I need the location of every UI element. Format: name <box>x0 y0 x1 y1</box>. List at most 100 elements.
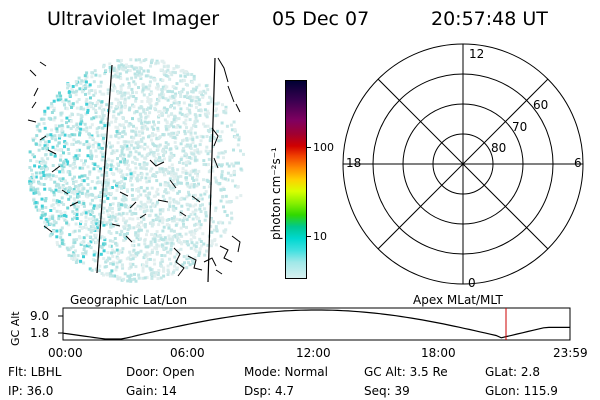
emission-pixel <box>146 69 150 73</box>
emission-pixel <box>189 170 193 174</box>
emission-pixel <box>208 95 212 99</box>
emission-pixel <box>82 236 86 240</box>
emission-pixel <box>90 102 94 106</box>
emission-pixel <box>108 218 112 222</box>
emission-pixel <box>109 232 113 235</box>
emission-pixel <box>60 214 64 218</box>
emission-pixel <box>30 176 34 180</box>
emission-pixel <box>188 96 192 100</box>
emission-pixel <box>198 113 202 117</box>
emission-pixel <box>121 211 125 215</box>
emission-pixel <box>104 187 108 191</box>
emission-pixel <box>156 152 160 156</box>
emission-pixel <box>170 217 174 220</box>
emission-pixel <box>191 210 195 214</box>
emission-pixel <box>197 109 201 112</box>
emission-pixel <box>90 157 93 161</box>
emission-pixel <box>172 270 175 274</box>
emission-pixel <box>200 92 203 96</box>
emission-pixel <box>139 67 143 71</box>
emission-pixel <box>182 224 185 228</box>
emission-pixel <box>79 259 83 263</box>
emission-pixel <box>52 99 56 103</box>
emission-pixel <box>158 156 162 160</box>
emission-pixel <box>84 100 88 104</box>
emission-pixel <box>158 219 162 223</box>
emission-pixel <box>121 147 125 151</box>
emission-pixel <box>211 144 215 148</box>
emission-pixel <box>44 206 48 209</box>
emission-pixel <box>189 133 193 137</box>
emission-pixel <box>71 166 75 170</box>
emission-pixel <box>65 246 69 250</box>
emission-pixel <box>120 250 124 254</box>
emission-speckles <box>28 58 245 283</box>
emission-pixel <box>74 93 78 97</box>
emission-pixel <box>181 87 185 91</box>
emission-pixel <box>184 144 188 148</box>
emission-pixel <box>212 159 216 163</box>
emission-pixel <box>100 173 104 177</box>
emission-pixel <box>58 124 61 128</box>
emission-pixel <box>187 190 190 194</box>
emission-pixel <box>199 223 203 227</box>
emission-pixel <box>168 196 172 200</box>
emission-pixel <box>65 181 69 185</box>
emission-pixel <box>60 242 64 245</box>
emission-pixel <box>61 170 65 174</box>
emission-pixel <box>214 107 218 111</box>
emission-pixel <box>73 175 76 179</box>
emission-pixel <box>132 95 136 98</box>
emission-pixel <box>108 109 111 113</box>
emission-pixel <box>133 170 136 174</box>
emission-pixel <box>138 58 141 62</box>
emission-pixel <box>95 181 99 185</box>
emission-pixel <box>101 133 105 137</box>
emission-pixel <box>151 152 155 156</box>
emission-pixel <box>45 168 49 172</box>
emission-pixel <box>174 92 178 96</box>
emission-pixel <box>161 218 165 222</box>
emission-pixel <box>121 157 125 161</box>
emission-pixel <box>87 91 91 95</box>
emission-pixel <box>177 101 181 104</box>
emission-pixel <box>93 259 97 263</box>
emission-pixel <box>183 132 187 136</box>
emission-pixel <box>75 157 79 161</box>
emission-pixel <box>195 158 199 162</box>
emission-pixel <box>85 97 89 101</box>
emission-pixel <box>75 106 79 110</box>
emission-pixel <box>178 161 181 164</box>
emission-pixel <box>129 58 133 62</box>
emission-pixel <box>156 215 160 219</box>
emission-pixel <box>149 61 153 65</box>
emission-pixel <box>132 124 135 128</box>
emission-pixel <box>166 264 170 268</box>
emission-pixel <box>149 148 152 152</box>
emission-pixel <box>86 108 90 112</box>
emission-pixel <box>168 200 172 204</box>
emission-pixel <box>97 229 101 233</box>
emission-pixel <box>34 175 38 179</box>
emission-pixel <box>54 184 58 188</box>
emission-pixel <box>159 68 163 72</box>
emission-pixel <box>134 279 138 283</box>
emission-pixel <box>128 217 132 221</box>
emission-pixel <box>202 178 205 182</box>
emission-pixel <box>121 247 125 251</box>
emission-pixel <box>82 261 86 265</box>
emission-pixel <box>197 169 201 173</box>
emission-pixel <box>139 228 143 232</box>
emission-pixel <box>79 105 83 109</box>
emission-pixel <box>182 222 185 226</box>
emission-pixel <box>191 138 195 141</box>
emission-pixel <box>158 208 162 212</box>
emission-pixel <box>69 127 73 130</box>
emission-pixel <box>119 145 123 149</box>
emission-pixel <box>194 115 198 119</box>
emission-pixel <box>86 110 90 114</box>
emission-pixel <box>145 254 149 258</box>
emission-pixel <box>144 156 148 160</box>
emission-pixel <box>171 70 175 74</box>
xtick-label-1800: 18:00 <box>421 346 456 360</box>
